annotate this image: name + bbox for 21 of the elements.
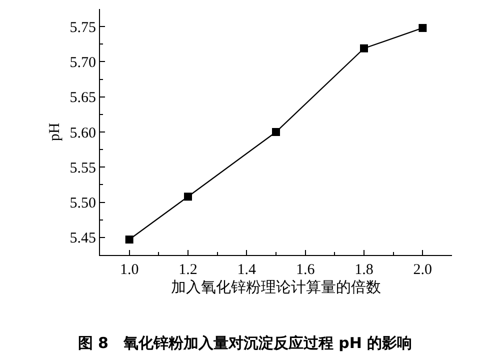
y-tick-label: 5.45 — [70, 230, 96, 247]
y-tick-label: 5.55 — [70, 160, 96, 176]
point — [125, 236, 134, 244]
x-tick-label: 1.0 — [120, 262, 139, 278]
point — [360, 44, 368, 52]
x-tick-label: 2.0 — [413, 262, 432, 278]
x-tick-label: 1.2 — [178, 262, 198, 278]
y-tick-label: 5.70 — [70, 54, 96, 71]
point — [184, 192, 192, 201]
point — [418, 24, 427, 32]
y-axis-title: pH — [47, 122, 63, 142]
y-tick-label: 5.60 — [70, 125, 96, 142]
point — [272, 128, 280, 136]
y-tick-label: 5.75 — [70, 20, 96, 36]
x-tick-label: 1.8 — [354, 262, 374, 278]
text: 图 8 氧化锌粉加入量对沉淀反应过程 pH 的影响 — [78, 334, 412, 352]
y-tick-label: 5.65 — [70, 90, 96, 106]
x-tick-label: 1.6 — [296, 262, 316, 278]
y-tick-label: 5.50 — [70, 196, 96, 212]
x-tick-label: 1.4 — [237, 262, 257, 278]
x-axis-title: 加入氧化锌粉理论计算量的倍数 — [171, 279, 381, 296]
